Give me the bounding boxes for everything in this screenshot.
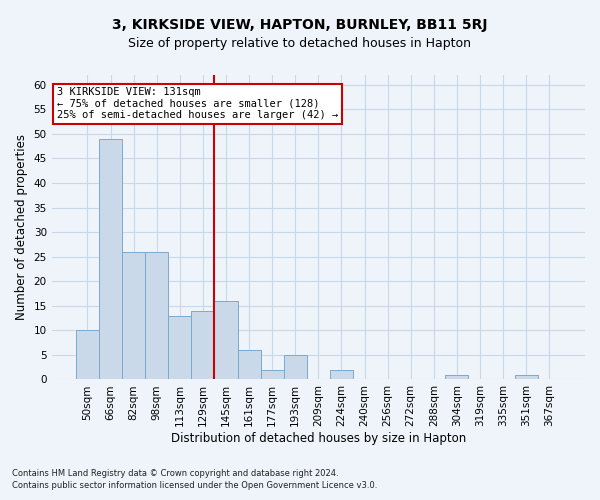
Text: 3, KIRKSIDE VIEW, HAPTON, BURNLEY, BB11 5RJ: 3, KIRKSIDE VIEW, HAPTON, BURNLEY, BB11 … [112,18,488,32]
Bar [260,370,284,380]
Bar [238,350,260,380]
Text: 3 KIRKSIDE VIEW: 131sqm
← 75% of detached houses are smaller (128)
25% of semi-d: 3 KIRKSIDE VIEW: 131sqm ← 75% of detache… [57,87,338,120]
Bar [515,374,538,380]
Bar [99,139,122,380]
Bar [76,330,99,380]
Text: Size of property relative to detached houses in Hapton: Size of property relative to detached ho… [128,38,472,51]
Bar [145,252,168,380]
Text: Contains public sector information licensed under the Open Government Licence v3: Contains public sector information licen… [12,481,377,490]
Text: Contains HM Land Registry data © Crown copyright and database right 2024.: Contains HM Land Registry data © Crown c… [12,468,338,477]
Bar [191,310,214,380]
Bar [214,301,238,380]
Y-axis label: Number of detached properties: Number of detached properties [15,134,28,320]
X-axis label: Distribution of detached houses by size in Hapton: Distribution of detached houses by size … [171,432,466,445]
Bar [284,355,307,380]
Bar [122,252,145,380]
Bar [445,374,469,380]
Bar [168,316,191,380]
Bar [330,370,353,380]
